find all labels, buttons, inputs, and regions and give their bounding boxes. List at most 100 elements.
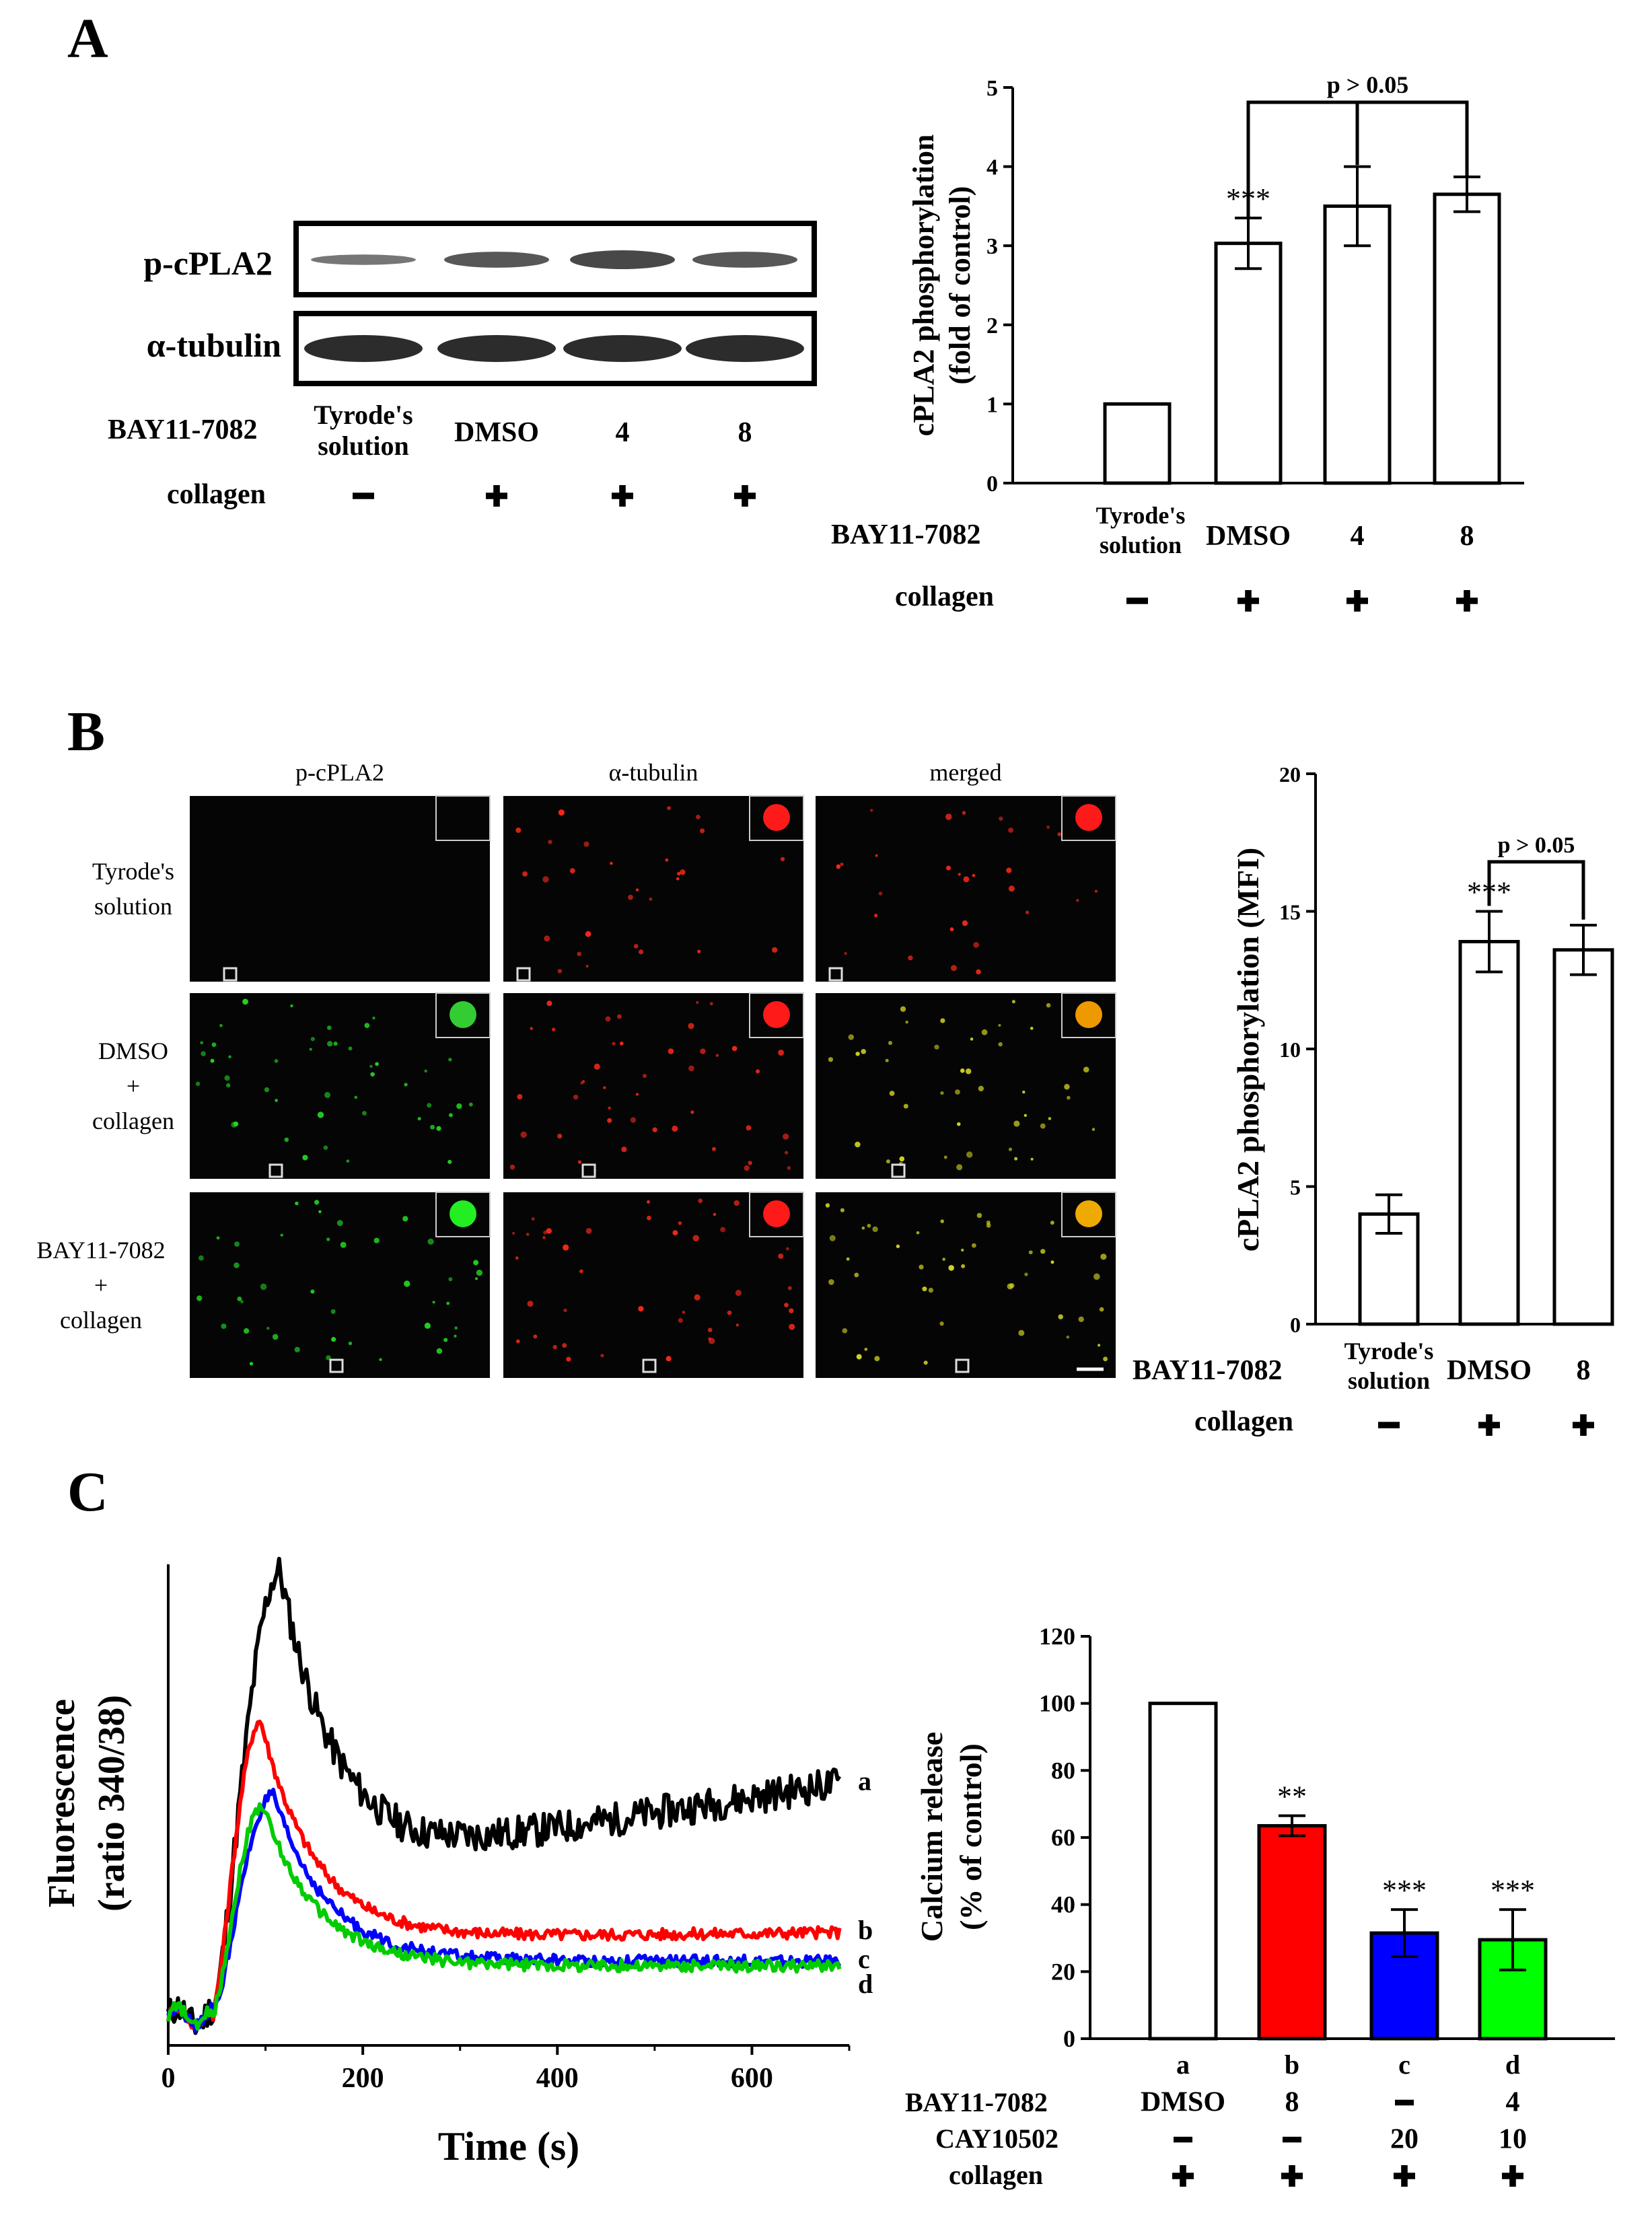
cell-dot — [552, 1344, 557, 1350]
cell-dot — [888, 1041, 893, 1046]
x-tick-label: 600 — [731, 2063, 773, 2094]
cell-dot — [372, 1016, 375, 1020]
inset-cell — [763, 804, 790, 831]
cell-dot — [696, 1001, 699, 1004]
cell-dot — [688, 1065, 694, 1072]
cell-dot — [531, 1217, 535, 1221]
cell-dot — [682, 1311, 686, 1314]
cell-dot — [264, 1087, 270, 1093]
cell-dot — [1048, 1117, 1052, 1120]
cell-dot — [928, 1287, 933, 1293]
cell-dot — [903, 1103, 908, 1109]
row-header: DMSO — [98, 1038, 168, 1064]
category-label: DMSO — [1447, 1355, 1532, 1386]
cell-dot — [698, 1198, 703, 1204]
cell-dot — [1030, 1026, 1034, 1030]
cell-dot — [210, 1058, 215, 1063]
cell-dot — [1091, 1128, 1096, 1131]
category-label: 8 — [1460, 521, 1474, 552]
cell-dot — [848, 1034, 855, 1040]
cell-dot — [616, 1014, 622, 1019]
cell-dot — [720, 1227, 726, 1233]
cell-dot — [224, 1075, 230, 1081]
cell-dot — [242, 998, 248, 1005]
zoom-inset — [1061, 1192, 1116, 1237]
cell-dot — [923, 1360, 928, 1365]
selection-box — [268, 1163, 283, 1178]
row-header: + — [127, 1072, 140, 1099]
cell-dot — [727, 1310, 732, 1315]
cell-dot — [605, 1016, 611, 1022]
cell-dot — [551, 1027, 556, 1031]
cell-dot — [1023, 1114, 1028, 1117]
cell-dot — [836, 864, 841, 869]
y-tick-label: 20 — [1051, 1958, 1075, 1985]
cell-dot — [404, 1083, 408, 1087]
cell-dot — [855, 1141, 861, 1148]
lane-label: DMSO — [454, 417, 539, 448]
cell-dot — [948, 1265, 954, 1271]
collagen-sign — [612, 485, 633, 507]
cell-dot — [908, 955, 913, 961]
cell-dot — [956, 1164, 963, 1171]
cell-dot — [577, 951, 582, 957]
cell-dot — [1046, 1003, 1051, 1008]
cell-dot — [1083, 1066, 1089, 1073]
y-tick-label: 0 — [1290, 1313, 1301, 1337]
cell-dot — [867, 1223, 871, 1228]
cell-dot — [1014, 1157, 1018, 1161]
lane-label: 4 — [616, 417, 630, 448]
cell-dot — [511, 1231, 515, 1235]
cell-dot — [336, 1220, 343, 1227]
blot-band — [563, 335, 682, 362]
cell-dot — [973, 941, 980, 948]
panel-label-c: C — [67, 1461, 108, 1523]
cell-dot — [962, 811, 966, 815]
cell-dot — [746, 1125, 752, 1131]
bracket-label: p > 0.05 — [1327, 71, 1409, 98]
cell-dot — [295, 1201, 299, 1206]
cell-dot — [340, 1241, 347, 1248]
cell-dot — [370, 1072, 375, 1077]
cell-dot — [234, 1241, 240, 1247]
cell-dot — [290, 1004, 293, 1008]
lane-label: Tyrode's — [314, 400, 412, 430]
cell-dot — [1009, 1283, 1015, 1288]
cell-dot — [916, 1231, 920, 1235]
cell-dot — [783, 1133, 789, 1140]
cell-dot — [998, 1023, 1001, 1027]
cell-dot — [1008, 827, 1013, 833]
cell-dot — [608, 1106, 611, 1110]
cell-dot — [520, 1131, 527, 1138]
row-header: solution — [94, 893, 172, 920]
cell-dot — [323, 1145, 328, 1150]
cell-dot — [700, 1048, 706, 1054]
cell-dot — [986, 1220, 991, 1225]
bar — [1257, 1824, 1327, 2041]
cell-dot — [713, 1212, 717, 1216]
cell-dot — [828, 1279, 834, 1285]
error-bar — [1279, 1814, 1305, 1838]
y-tick-label: 40 — [1051, 1891, 1075, 1918]
cell-dot — [940, 1219, 944, 1223]
collagen-sign — [1394, 2165, 1415, 2187]
cell-dot — [275, 1099, 278, 1102]
cell-dot — [787, 1286, 792, 1290]
cell-dot — [647, 1215, 651, 1221]
cell-dot — [940, 1091, 944, 1095]
cell-dot — [200, 1041, 204, 1045]
cell-dot — [569, 868, 575, 874]
cell-dot — [1024, 1272, 1028, 1276]
cell-dot — [226, 1083, 231, 1088]
cell-dot — [635, 888, 639, 892]
cell-dot — [526, 1233, 530, 1237]
cell-dot — [666, 1356, 672, 1362]
cell-dot — [939, 1321, 944, 1326]
cell-dot — [1040, 1123, 1046, 1129]
cell-dot — [515, 1256, 519, 1260]
y-axis-label: Calcium release (% of control) — [914, 1732, 988, 1942]
cell-dot — [828, 1057, 834, 1062]
cell-dot — [610, 861, 613, 865]
